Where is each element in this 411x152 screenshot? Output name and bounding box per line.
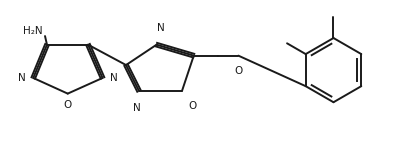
Text: N: N	[157, 23, 165, 33]
Text: O: O	[189, 101, 197, 111]
Text: O: O	[234, 66, 242, 76]
Text: O: O	[64, 100, 72, 110]
Text: N: N	[18, 73, 25, 83]
Text: N: N	[133, 103, 141, 113]
Text: N: N	[111, 73, 118, 83]
Text: H₂N: H₂N	[23, 26, 43, 36]
